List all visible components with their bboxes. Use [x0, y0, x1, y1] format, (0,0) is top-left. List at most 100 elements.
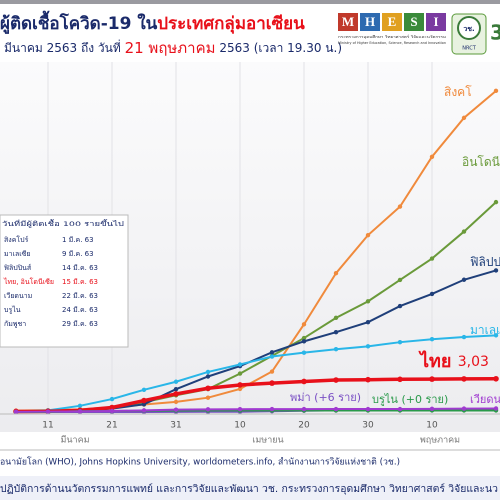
inset-country: ไทย, อินโดนีเซีย: [3, 277, 54, 286]
subtitle-date: 21 พฤษภาคม: [125, 39, 216, 57]
logo-fragment: 3: [490, 21, 500, 45]
logo-letter-box: [360, 13, 380, 31]
footer-band: [0, 476, 500, 500]
inset-country: ฟิลิปปินส์: [4, 264, 32, 272]
data-point: [461, 334, 467, 340]
data-point: [429, 154, 435, 159]
series-name: ไทย: [418, 350, 451, 372]
data-point: [173, 379, 179, 384]
data-point: [205, 385, 211, 392]
inset-country: บรูไน: [4, 305, 21, 314]
data-point: [301, 335, 307, 341]
data-point: [397, 376, 403, 383]
subtitle-part: มีนาคม 2563 ถึง วันที่: [4, 39, 121, 55]
series-label: เวียดน: [470, 393, 500, 406]
series-label: ไทย 3,03: [418, 350, 489, 372]
inset-date: 9 มี.ค. 63: [62, 250, 94, 258]
data-point: [269, 369, 275, 374]
data-point: [45, 409, 51, 414]
end-label: 3,03: [458, 354, 489, 370]
data-point: [237, 371, 243, 376]
top-bar: [0, 0, 500, 4]
data-point: [109, 404, 115, 411]
data-point: [205, 369, 211, 375]
subtitle: มีนาคม 2563 ถึง วันที่ 21 พฤษภาคม 2563 (…: [4, 39, 342, 57]
series-name: สิงคโ: [444, 85, 472, 99]
x-tick-label: 11: [42, 421, 53, 431]
data-point: [141, 387, 147, 392]
data-point: [429, 337, 435, 342]
data-point: [269, 350, 275, 355]
logo-letter: H: [365, 14, 375, 29]
data-point: [493, 406, 499, 411]
data-point: [333, 377, 339, 383]
data-point: [301, 378, 307, 385]
data-point: [173, 391, 179, 397]
data-point: [429, 376, 435, 382]
data-point: [461, 277, 467, 282]
data-point: [333, 315, 339, 321]
data-point: [141, 402, 147, 407]
data-point: [461, 376, 467, 382]
data-point: [365, 232, 371, 238]
inset-header: วันที่มีผู้ติดเชื้อ 100 รายขึ้นไป: [2, 219, 124, 228]
month-label: เมษายน: [252, 436, 283, 446]
series-label: อินโดนี: [462, 155, 500, 169]
nrct-th: วช.: [463, 25, 474, 33]
ministry-th: กระทรวงการอุดมศึกษา วิทยาศาสตร์ วิจัยและ…: [338, 35, 447, 40]
data-point: [365, 376, 371, 383]
inset-box: [0, 214, 129, 348]
inset-date: 15 มี.ค. 63: [62, 278, 98, 286]
data-point: [301, 322, 307, 327]
inset-date: 22 มี.ค. 63: [62, 292, 98, 300]
series-name: อินโดนี: [462, 155, 500, 169]
data-point: [141, 397, 147, 404]
ministry-en: Ministry of Higher Education, Science, R…: [338, 41, 446, 45]
data-point: [173, 407, 179, 412]
x-tick-label: 20: [298, 421, 310, 431]
data-point: [173, 399, 179, 405]
data-point: [269, 380, 275, 386]
data-point: [205, 395, 211, 400]
month-label: มีนาคม: [60, 435, 89, 446]
inset-date: 29 มี.ค. 63: [62, 320, 98, 328]
data-point: [429, 291, 435, 297]
data-point: [301, 339, 307, 344]
data-point: [13, 409, 19, 415]
series-label: ฟิลิปป: [470, 255, 500, 269]
data-point: [333, 346, 339, 352]
data-point: [205, 407, 211, 412]
data-point: [397, 204, 403, 209]
x-tick-label: 21: [106, 421, 117, 431]
data-point: [109, 408, 115, 414]
series-line: [15, 377, 497, 414]
inset-date: 14 มี.ค. 63: [62, 264, 98, 272]
series-label: มาเลเ: [470, 323, 500, 337]
source-note: อนามัยโลก (WHO), Johns Hopkins Universit…: [0, 457, 400, 468]
series-label: พม่า (+6 ราย): [290, 391, 361, 404]
inset-country: มาเลเซีย: [4, 250, 30, 258]
series-label: สิงคโ: [444, 85, 472, 99]
series-line: [15, 407, 497, 413]
data-point: [141, 408, 147, 413]
logos: กระทรวงการอุดมศึกษา วิทยาศาสตร์ วิจัยและ…: [338, 13, 500, 55]
data-point: [365, 406, 371, 412]
nrct-emblem: [457, 16, 481, 40]
data-point: [237, 406, 243, 412]
series-line: [15, 334, 497, 413]
data-point: [333, 270, 339, 276]
data-point: [237, 386, 243, 392]
x-tick-label: 10: [234, 421, 246, 431]
data-point: [301, 350, 307, 355]
data-point: [493, 333, 499, 338]
logo-letter-box: [404, 13, 424, 31]
data-point: [365, 299, 371, 304]
logo-letter-box: [426, 13, 446, 31]
data-point: [269, 406, 275, 412]
data-point: [493, 375, 499, 382]
data-point: [429, 406, 435, 412]
x-tick-label: 10: [426, 421, 438, 431]
data-point: [365, 344, 371, 349]
